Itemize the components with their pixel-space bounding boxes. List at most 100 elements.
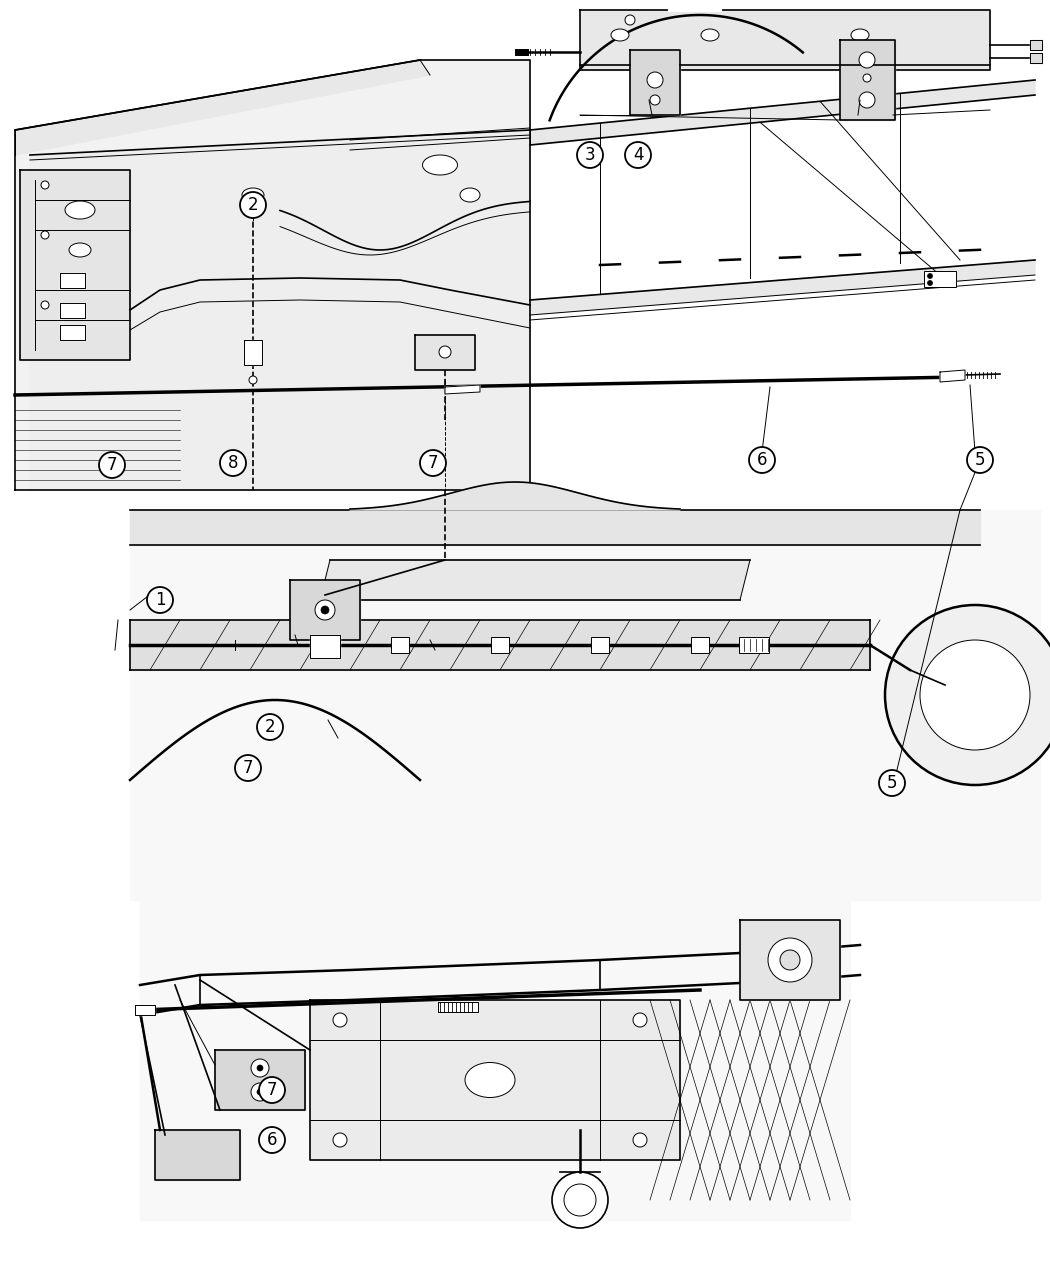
Polygon shape [415, 335, 475, 370]
Polygon shape [20, 170, 130, 360]
Polygon shape [740, 921, 840, 1000]
Polygon shape [30, 130, 530, 490]
Circle shape [235, 755, 261, 782]
Circle shape [259, 1077, 285, 1103]
Circle shape [41, 301, 49, 309]
Circle shape [780, 950, 800, 970]
Polygon shape [940, 370, 965, 382]
Circle shape [768, 938, 812, 982]
Text: 7: 7 [267, 1081, 277, 1099]
Polygon shape [215, 1051, 304, 1111]
Circle shape [147, 586, 173, 613]
Polygon shape [15, 60, 430, 156]
Circle shape [920, 640, 1030, 750]
Circle shape [315, 601, 335, 620]
Ellipse shape [460, 187, 480, 201]
Circle shape [650, 96, 660, 105]
Ellipse shape [465, 1062, 514, 1098]
Circle shape [220, 450, 246, 476]
Text: 1: 1 [154, 592, 165, 609]
Polygon shape [310, 635, 340, 658]
Circle shape [257, 1089, 262, 1095]
Polygon shape [445, 385, 480, 394]
FancyBboxPatch shape [924, 272, 956, 287]
Polygon shape [350, 482, 680, 510]
Circle shape [333, 1133, 347, 1148]
Circle shape [99, 453, 125, 478]
Text: 6: 6 [267, 1131, 277, 1149]
Circle shape [967, 448, 993, 473]
Polygon shape [1030, 54, 1042, 62]
Circle shape [927, 280, 932, 286]
Ellipse shape [611, 29, 629, 41]
Ellipse shape [65, 201, 94, 219]
Circle shape [633, 1133, 647, 1148]
Circle shape [257, 1065, 262, 1071]
Circle shape [251, 1060, 269, 1077]
Circle shape [879, 770, 905, 796]
Polygon shape [130, 620, 870, 669]
FancyBboxPatch shape [691, 638, 709, 653]
Circle shape [251, 1082, 269, 1102]
Circle shape [863, 74, 871, 82]
Ellipse shape [850, 29, 869, 41]
Polygon shape [155, 1130, 240, 1179]
Circle shape [321, 606, 329, 615]
Polygon shape [135, 1005, 155, 1015]
Text: 2: 2 [265, 718, 275, 736]
Polygon shape [1030, 40, 1042, 50]
Circle shape [927, 274, 932, 278]
Ellipse shape [242, 187, 264, 201]
Polygon shape [130, 510, 1040, 900]
Circle shape [249, 376, 257, 384]
Polygon shape [290, 580, 360, 640]
Polygon shape [130, 510, 980, 544]
Polygon shape [310, 1000, 680, 1160]
Ellipse shape [69, 244, 91, 258]
Text: 7: 7 [427, 454, 438, 472]
Ellipse shape [701, 29, 719, 41]
Polygon shape [244, 340, 262, 365]
Text: 8: 8 [228, 454, 238, 472]
Polygon shape [60, 303, 85, 317]
Ellipse shape [422, 156, 458, 175]
Polygon shape [320, 560, 750, 601]
Circle shape [439, 346, 452, 358]
Polygon shape [840, 40, 895, 120]
Polygon shape [15, 60, 530, 490]
Circle shape [749, 448, 775, 473]
Text: 2: 2 [248, 196, 258, 214]
Circle shape [240, 193, 266, 218]
Circle shape [41, 231, 49, 238]
Circle shape [633, 1014, 647, 1026]
Circle shape [885, 606, 1050, 785]
Circle shape [859, 92, 875, 108]
Polygon shape [140, 900, 850, 1220]
Polygon shape [530, 80, 1035, 145]
FancyBboxPatch shape [591, 638, 609, 653]
Circle shape [333, 1014, 347, 1026]
Polygon shape [630, 50, 680, 115]
Circle shape [41, 181, 49, 189]
Circle shape [625, 15, 635, 26]
Circle shape [552, 1172, 608, 1228]
Circle shape [625, 142, 651, 168]
Circle shape [647, 71, 663, 88]
Text: 5: 5 [974, 451, 985, 469]
Circle shape [420, 450, 446, 476]
Text: 5: 5 [887, 774, 898, 792]
Circle shape [859, 52, 875, 68]
Polygon shape [530, 260, 1035, 315]
Polygon shape [438, 1002, 478, 1012]
Text: 7: 7 [107, 456, 118, 474]
Circle shape [259, 1127, 285, 1153]
Text: 3: 3 [585, 147, 595, 164]
Circle shape [257, 714, 284, 740]
Circle shape [564, 1184, 596, 1216]
FancyBboxPatch shape [391, 638, 410, 653]
Text: 7: 7 [243, 759, 253, 776]
Text: 4: 4 [633, 147, 644, 164]
FancyBboxPatch shape [739, 638, 769, 653]
Polygon shape [60, 273, 85, 288]
Polygon shape [580, 10, 990, 70]
